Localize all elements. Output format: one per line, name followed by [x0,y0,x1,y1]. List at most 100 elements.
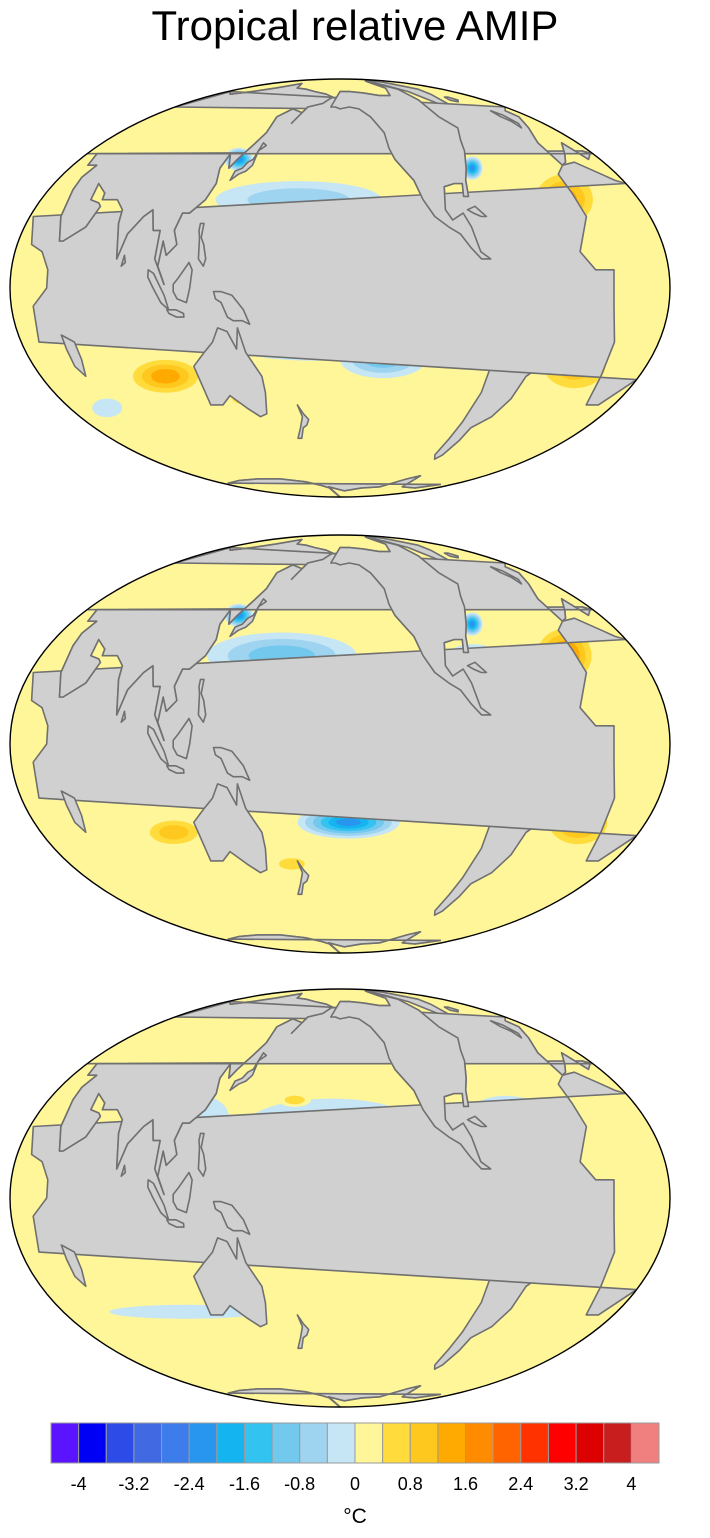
land-borneo [172,717,193,760]
colorbar-swatch [492,1422,522,1464]
anomaly-contour [284,1095,305,1105]
colorbar-swatch [133,1422,163,1464]
land-iceland [443,96,460,103]
colorbar [50,1422,660,1464]
map-content [30,79,638,497]
map-content [30,535,638,953]
anomaly-contour [333,1299,378,1319]
land-borneo [172,261,193,304]
colorbar-tick-label: -3.2 [118,1474,150,1494]
land-antarctica-wrap [227,474,442,497]
land-iceland [443,552,460,559]
map-outline [9,78,671,498]
colorbar-swatch [299,1422,328,1464]
land-sri-lanka [120,254,127,267]
land-japan [229,142,268,182]
colorbar-swatch [188,1422,218,1464]
land-new-zealand [296,404,310,440]
colorbar-swatch [603,1422,632,1464]
colorbar-swatch [630,1422,660,1464]
colorbar-tick-label: 0.8 [397,1474,423,1494]
map-panel-3 [9,988,671,1408]
land-north-america-wrap [329,536,492,716]
anomaly-contour [469,621,475,627]
land-new-guinea [212,746,251,782]
anomaly-contour [159,825,189,840]
colorbar-swatch [437,1422,467,1464]
colorbar-swatch [575,1422,605,1464]
land-antarctica-wrap [227,930,442,953]
land-java [166,1219,185,1228]
colorbar-swatch [105,1422,135,1464]
colorbar-swatch [547,1422,577,1464]
colorbar-swatch [465,1422,494,1464]
land-philippines [197,222,207,267]
anomaly-contour [151,369,180,384]
land-cuba [466,661,488,674]
colorbar-swatch [520,1422,549,1464]
colorbar-swatch [382,1422,411,1464]
colorbar-swatch [271,1422,301,1464]
colorbar-tick-label: 1.6 [452,1474,479,1494]
land-japan [229,598,268,638]
land-sumatra [147,1179,170,1221]
land-africa [30,161,638,406]
land-madagascar [60,1244,87,1288]
land-uk [489,109,523,129]
land-java [166,309,185,318]
colorbar-swatch [326,1422,356,1464]
land-australia [193,1237,268,1328]
map-panel-2 [9,534,671,954]
land-new-zealand [296,860,310,896]
colorbar-tick-label: -4 [70,1474,87,1494]
colorbar-tick-label: 4 [626,1474,637,1494]
colorbar-units-label: °C [343,1505,367,1528]
land-cuba [466,205,488,218]
land-japan [229,1052,268,1092]
land-north-america-wrap [329,990,492,1170]
colorbar-tick-label: -2.4 [173,1474,205,1494]
map-content [30,989,638,1407]
land-antarctica-wrap [227,1384,442,1407]
land-new-guinea [212,1200,251,1236]
anomaly-contour [336,818,361,827]
colorbar-tick-label: 3.2 [563,1474,589,1494]
map-outline [9,988,671,1408]
colorbar-swatch [243,1422,273,1464]
land-madagascar [60,790,87,834]
land-philippines [197,678,207,723]
colorbar-tick-label: -1.6 [228,1474,261,1494]
colorbar-swatch [354,1422,384,1464]
land-philippines [197,1132,207,1177]
colorbar-tick-label: 0 [349,1474,361,1494]
colorbar-swatch [50,1422,80,1464]
land-sri-lanka [120,710,127,723]
land-uk [489,1019,523,1039]
colorbar-swatch [161,1422,190,1464]
anomaly-contour [469,165,475,171]
land-new-guinea [212,290,251,326]
colorbar-swatch [78,1422,107,1464]
colorbar-tick-label: 2.4 [508,1474,534,1494]
land-sumatra [147,269,170,311]
land-java [166,765,185,774]
map-outline [9,534,671,954]
land-cuba [466,1115,488,1128]
colorbar-tick-label: -0.8 [284,1474,316,1494]
map-panel-1 [9,78,671,498]
page-title: Tropical relative AMIP [151,2,559,49]
land-sri-lanka [120,1164,127,1177]
land-iceland [443,1006,460,1013]
colorbar-swatch [409,1422,439,1464]
land-uk [489,565,523,585]
land-new-zealand [296,1314,310,1350]
land-africa [30,1071,638,1316]
land-australia [193,783,268,874]
land-north-america-wrap [329,80,492,260]
land-africa [30,617,638,862]
land-borneo [172,1171,193,1214]
land-sumatra [147,725,170,767]
land-madagascar [60,334,87,378]
colorbar-swatch [216,1422,245,1464]
land-australia [193,327,268,418]
